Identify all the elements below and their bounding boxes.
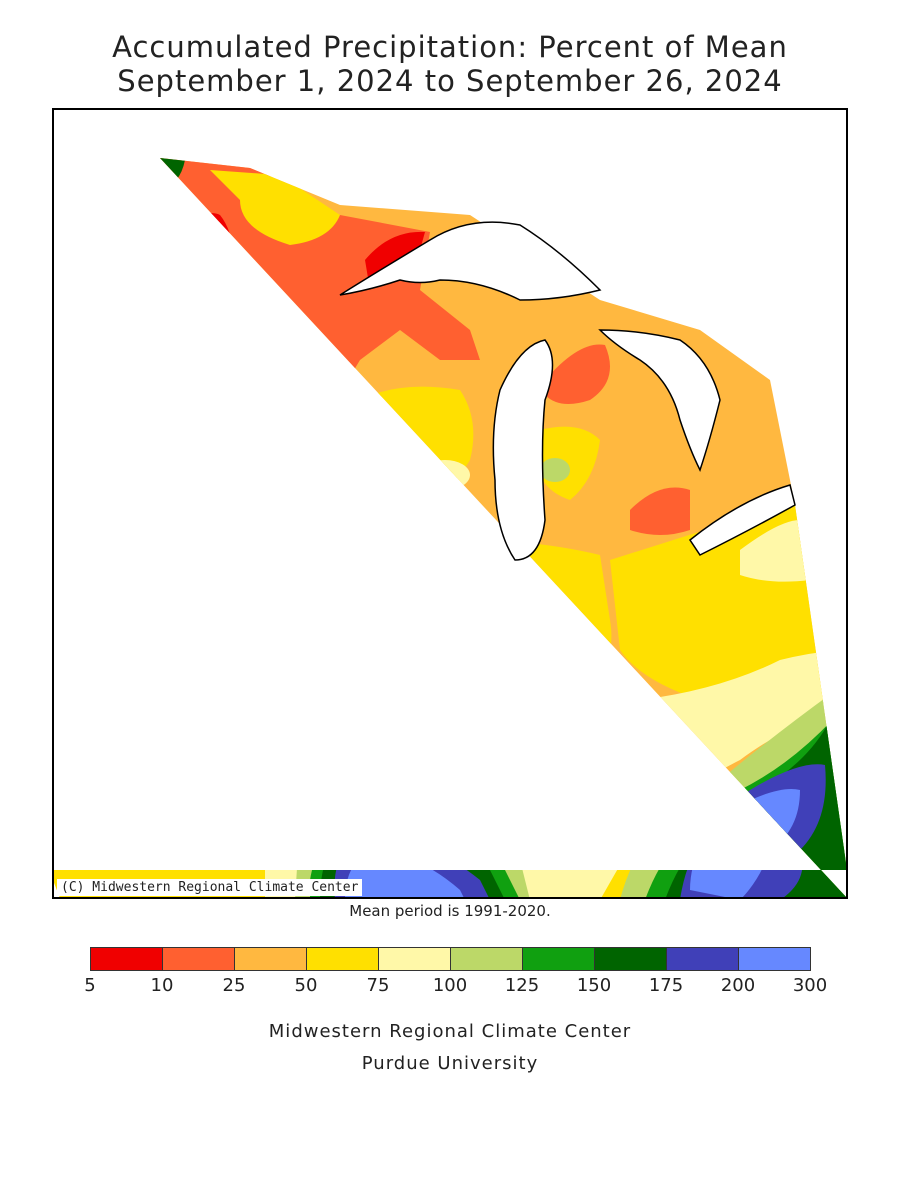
lake-superior: [339, 221, 602, 301]
legend-swatch: [307, 948, 379, 970]
band-50-75-ia: [210, 595, 270, 625]
band-50-75-top: [210, 170, 340, 245]
band-50-75-south: [53, 640, 358, 898]
band-5-10-ia: [325, 530, 375, 570]
legend-swatch: [667, 948, 739, 970]
credit-line-2: Purdue University: [361, 1053, 539, 1074]
precip-contours: [53, 158, 847, 898]
lake-huron: [598, 329, 721, 472]
band-10-25-mo: [110, 797, 242, 880]
band-100-125-il: [345, 690, 482, 793]
legend-tick-label: 100: [432, 975, 468, 996]
legend-tick-label: 10: [150, 975, 174, 996]
band-50-75-wi: [360, 386, 474, 496]
map-frame: [52, 108, 848, 899]
legend-tick-label: 50: [294, 975, 318, 996]
legend-swatch: [91, 948, 163, 970]
band-75-100-mo: [53, 730, 110, 790]
great-lakes: [339, 221, 796, 561]
precipitation-map: [52, 108, 848, 899]
legend-tick-label: 125: [504, 975, 540, 996]
band-5-10-nd: [100, 473, 178, 575]
lake-erie: [688, 484, 796, 556]
color-legend: [90, 947, 811, 971]
legend-tick-label: 75: [366, 975, 390, 996]
credit-line-1: Midwestern Regional Climate Center: [268, 1021, 632, 1042]
legend-tick-label: 150: [576, 975, 612, 996]
legend-swatch: [163, 948, 235, 970]
band-25-50: [53, 158, 847, 898]
band-50-75-mi: [535, 426, 600, 500]
legend-swatch: [451, 948, 523, 970]
band-10-25-mi-n: [545, 344, 610, 404]
legend-tick-label: 200: [720, 975, 756, 996]
legend-swatch: [595, 948, 667, 970]
band-10-25-mi: [630, 487, 690, 535]
band-125-150-il: [370, 712, 475, 780]
legend-swatch: [739, 948, 810, 970]
band-5-10-mn: [150, 213, 256, 447]
legend-swatch: [523, 948, 595, 970]
band-100-125-mi: [540, 458, 570, 482]
legend-swatch: [379, 948, 451, 970]
legend-tick-label: 175: [648, 975, 684, 996]
band-50-75-east: [500, 540, 612, 690]
mean-period-note: Mean period is 1991-2020.: [349, 902, 551, 920]
lake-michigan: [492, 339, 554, 561]
band-100-125-in: [553, 732, 597, 768]
copyright-label: (C) Midwestern Regional Climate Center: [57, 879, 363, 896]
band-150-175-nw: [150, 158, 185, 190]
map-subtitle: September 1, 2024 to September 26, 2024: [117, 64, 783, 98]
legend-tick-label: 300: [792, 975, 828, 996]
map-title: Accumulated Precipitation: Percent of Me…: [112, 30, 788, 64]
band-10-25-iowa: [295, 493, 412, 606]
legend-tick-label: 25: [222, 975, 246, 996]
legend-swatch: [235, 948, 307, 970]
legend-tick-label: 5: [84, 975, 96, 996]
band-75-100-wi: [420, 460, 470, 490]
band-75-100-oh: [740, 520, 810, 582]
band-100-125-ks: [53, 710, 100, 760]
